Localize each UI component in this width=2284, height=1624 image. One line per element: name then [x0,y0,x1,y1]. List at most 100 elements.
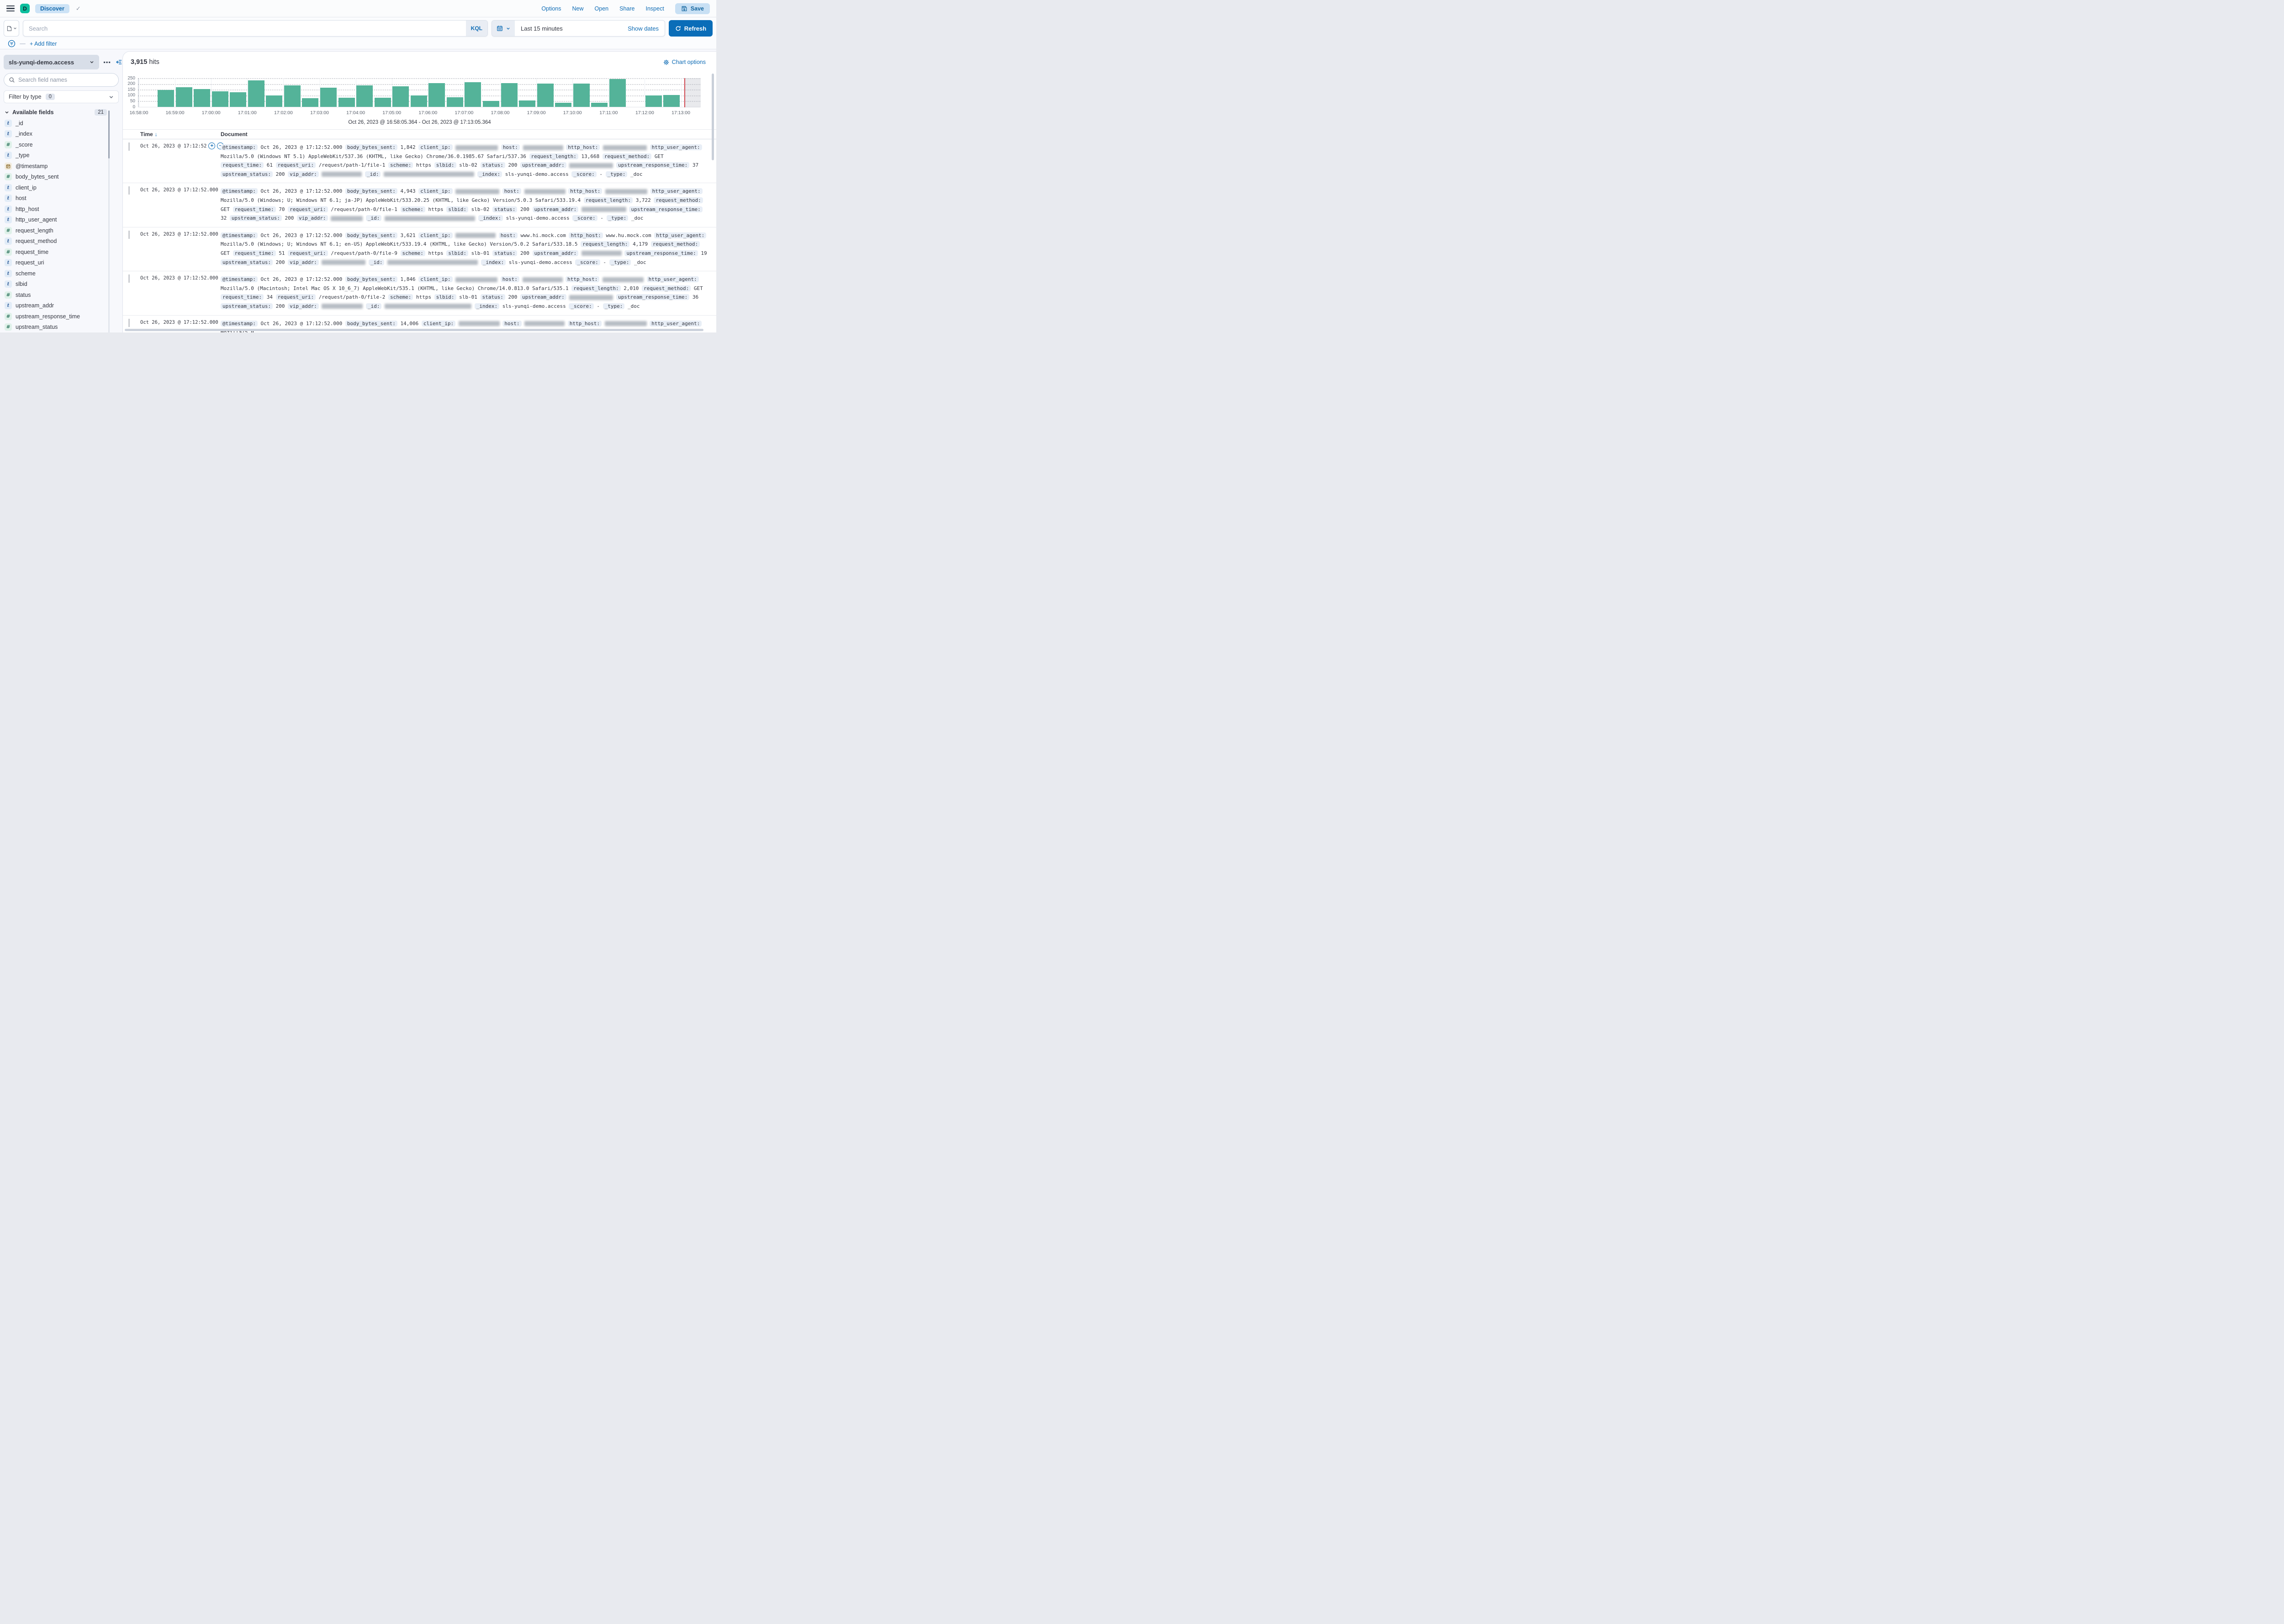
field-name: _type [16,152,30,159]
index-pattern-select[interactable]: sls-yunqi-demo.access [4,55,99,69]
histogram-bar-16:59:30[interactable] [194,89,211,107]
histogram-bar-17:05:00[interactable] [392,86,409,107]
available-fields-count-badge: 21 [95,109,107,116]
sidebar-field-host[interactable]: t host [5,193,122,204]
histogram-bar-17:07:00[interactable] [465,82,481,107]
space-avatar[interactable]: D [20,4,30,13]
histogram-bar-17:10:00[interactable] [573,84,590,107]
doc-field-value: Oct 26, 2023 @ 17:12:52.000 [260,320,343,327]
field-search-input[interactable]: Search field names [4,73,119,87]
histogram-bar-17:09:00[interactable] [537,84,554,107]
sidebar-field-@timestamp[interactable]: @timestamp [5,161,122,172]
histogram-bar-17:05:30[interactable] [410,95,427,107]
query-language-button[interactable]: KQL [465,21,487,36]
sidebar-field-_index[interactable]: t _index [5,129,122,140]
new-button[interactable]: New [572,5,584,12]
histogram-bar-17:04:30[interactable] [374,97,391,107]
histogram-bar-17:01:30[interactable] [266,95,283,107]
histogram-bar-17:12:30[interactable] [663,95,680,107]
sidebar-field-body_bytes_sent[interactable]: # body_bytes_sent [5,172,122,183]
histogram-bar-17:01:00[interactable] [248,80,264,107]
share-button[interactable]: Share [619,5,635,12]
sidebar-field-request_method[interactable]: t request_method [5,236,122,247]
histogram-bar-17:08:30[interactable] [519,100,536,107]
histogram-bar-17:00:00[interactable] [211,91,228,107]
sidebar-field-request_length[interactable]: # request_length [5,225,122,236]
histogram-bar-17:03:00[interactable] [320,88,337,107]
histogram-bar-17:08:00[interactable] [501,83,518,107]
histogram-bar-17:06:00[interactable] [428,83,445,107]
doc-field-value: Oct 26, 2023 @ 17:12:52.000 [260,188,343,195]
sidebar-field-upstream_addr[interactable]: t upstream_addr [5,301,122,311]
histogram-bar-17:02:00[interactable] [284,85,301,107]
string-field-icon: t [5,259,12,267]
horizontal-scrollbar-thumb[interactable] [125,329,703,331]
top-navigation-bar: D Discover ✓ Options New Open Share Insp… [0,0,716,17]
histogram-bar-17:02:30[interactable] [302,98,319,107]
refresh-button[interactable]: Refresh [669,20,713,37]
field-name: _id [16,120,23,127]
doc-field-name: _type: [605,171,628,177]
time-column-header[interactable]: Time ↓ [140,131,158,137]
search-input[interactable]: Search KQL [23,20,488,37]
saved-query-menu-button[interactable] [4,20,19,37]
sidebar-field-scheme[interactable]: t scheme [5,268,122,279]
redacted-value [384,172,475,177]
chart-time-range-subtitle: Oct 26, 2023 @ 16:58:05.364 - Oct 26, 20… [348,120,491,125]
sidebar-field-slbid[interactable]: t slbid [5,279,122,290]
field-layout-icon[interactable] [104,61,111,64]
sidebar-field-_id[interactable]: t _id [5,118,122,129]
sort-descending-icon[interactable]: ↓ [154,131,158,137]
doc-field-value: 200 [275,303,285,309]
histogram-bar-17:04:00[interactable] [356,85,373,107]
sidebar-scrollbar-track[interactable] [108,111,110,332]
doc-field-name: http_user_agent: [650,144,702,150]
sidebar-field-upstream_status[interactable]: # upstream_status [5,322,122,333]
time-range-value[interactable]: Last 15 minutes [521,25,563,32]
vertical-scrollbar-thumb[interactable] [712,74,714,160]
doc-field-name: _score: [569,303,594,309]
sidebar-field-http_user_agent[interactable]: t http_user_agent [5,215,122,226]
sidebar-scrollbar-thumb[interactable] [108,111,110,158]
histogram-bar-16:59:00[interactable] [175,87,192,107]
menu-icon[interactable] [6,5,15,12]
sidebar-field-client_ip[interactable]: t client_ip [5,182,122,193]
histogram-bar-17:03:30[interactable] [338,98,355,107]
filter-settings-icon[interactable] [8,40,16,47]
available-fields-header[interactable]: Available fields 21 [5,109,107,116]
doc-field-value: _doc [630,171,643,177]
sidebar-field-upstream_response_time[interactable]: # upstream_response_time [5,311,122,322]
chart-options-button[interactable]: Chart options [663,59,706,65]
chevron-down-icon [13,27,16,30]
histogram-bar-17:07:30[interactable] [482,100,499,107]
save-button[interactable]: Save [675,3,710,14]
histogram-bar-17:10:30[interactable] [591,103,608,107]
sidebar-field-request_uri[interactable]: t request_uri [5,258,122,269]
histogram-bar-17:12:00[interactable] [645,95,662,107]
collapse-sidebar-icon[interactable] [115,59,122,65]
redacted-value [387,260,478,265]
vertical-gridline [464,78,465,107]
filter-for-value-icon[interactable]: + [208,142,216,149]
sidebar-field-status[interactable]: # status [5,290,122,301]
doc-field-value: /request/path-0/file-1 [331,206,397,212]
date-quick-select-button[interactable] [492,21,515,36]
inspect-button[interactable]: Inspect [645,5,664,12]
histogram-bar-17:06:30[interactable] [446,97,463,107]
breadcrumb[interactable]: Discover [35,4,69,13]
histogram-bar-17:09:30[interactable] [555,103,572,107]
histogram-bar-16:58:30[interactable] [158,90,174,107]
histogram-bar-17:11:00[interactable] [609,79,626,107]
add-filter-button[interactable]: + Add filter [30,40,57,47]
sidebar-field-_type[interactable]: t _type [5,150,122,161]
options-button[interactable]: Options [541,5,561,12]
vertical-gridline [500,78,501,107]
sidebar-field-_score[interactable]: # _score [5,139,122,150]
sidebar-field-http_host[interactable]: t http_host [5,204,122,215]
filter-by-type-select[interactable]: Filter by type 0 [4,90,119,103]
open-button[interactable]: Open [594,5,609,12]
redacted-value [581,207,626,212]
histogram-bar-17:00:30[interactable] [230,92,247,107]
show-dates-button[interactable]: Show dates [628,25,659,32]
sidebar-field-request_time[interactable]: # request_time [5,247,122,258]
